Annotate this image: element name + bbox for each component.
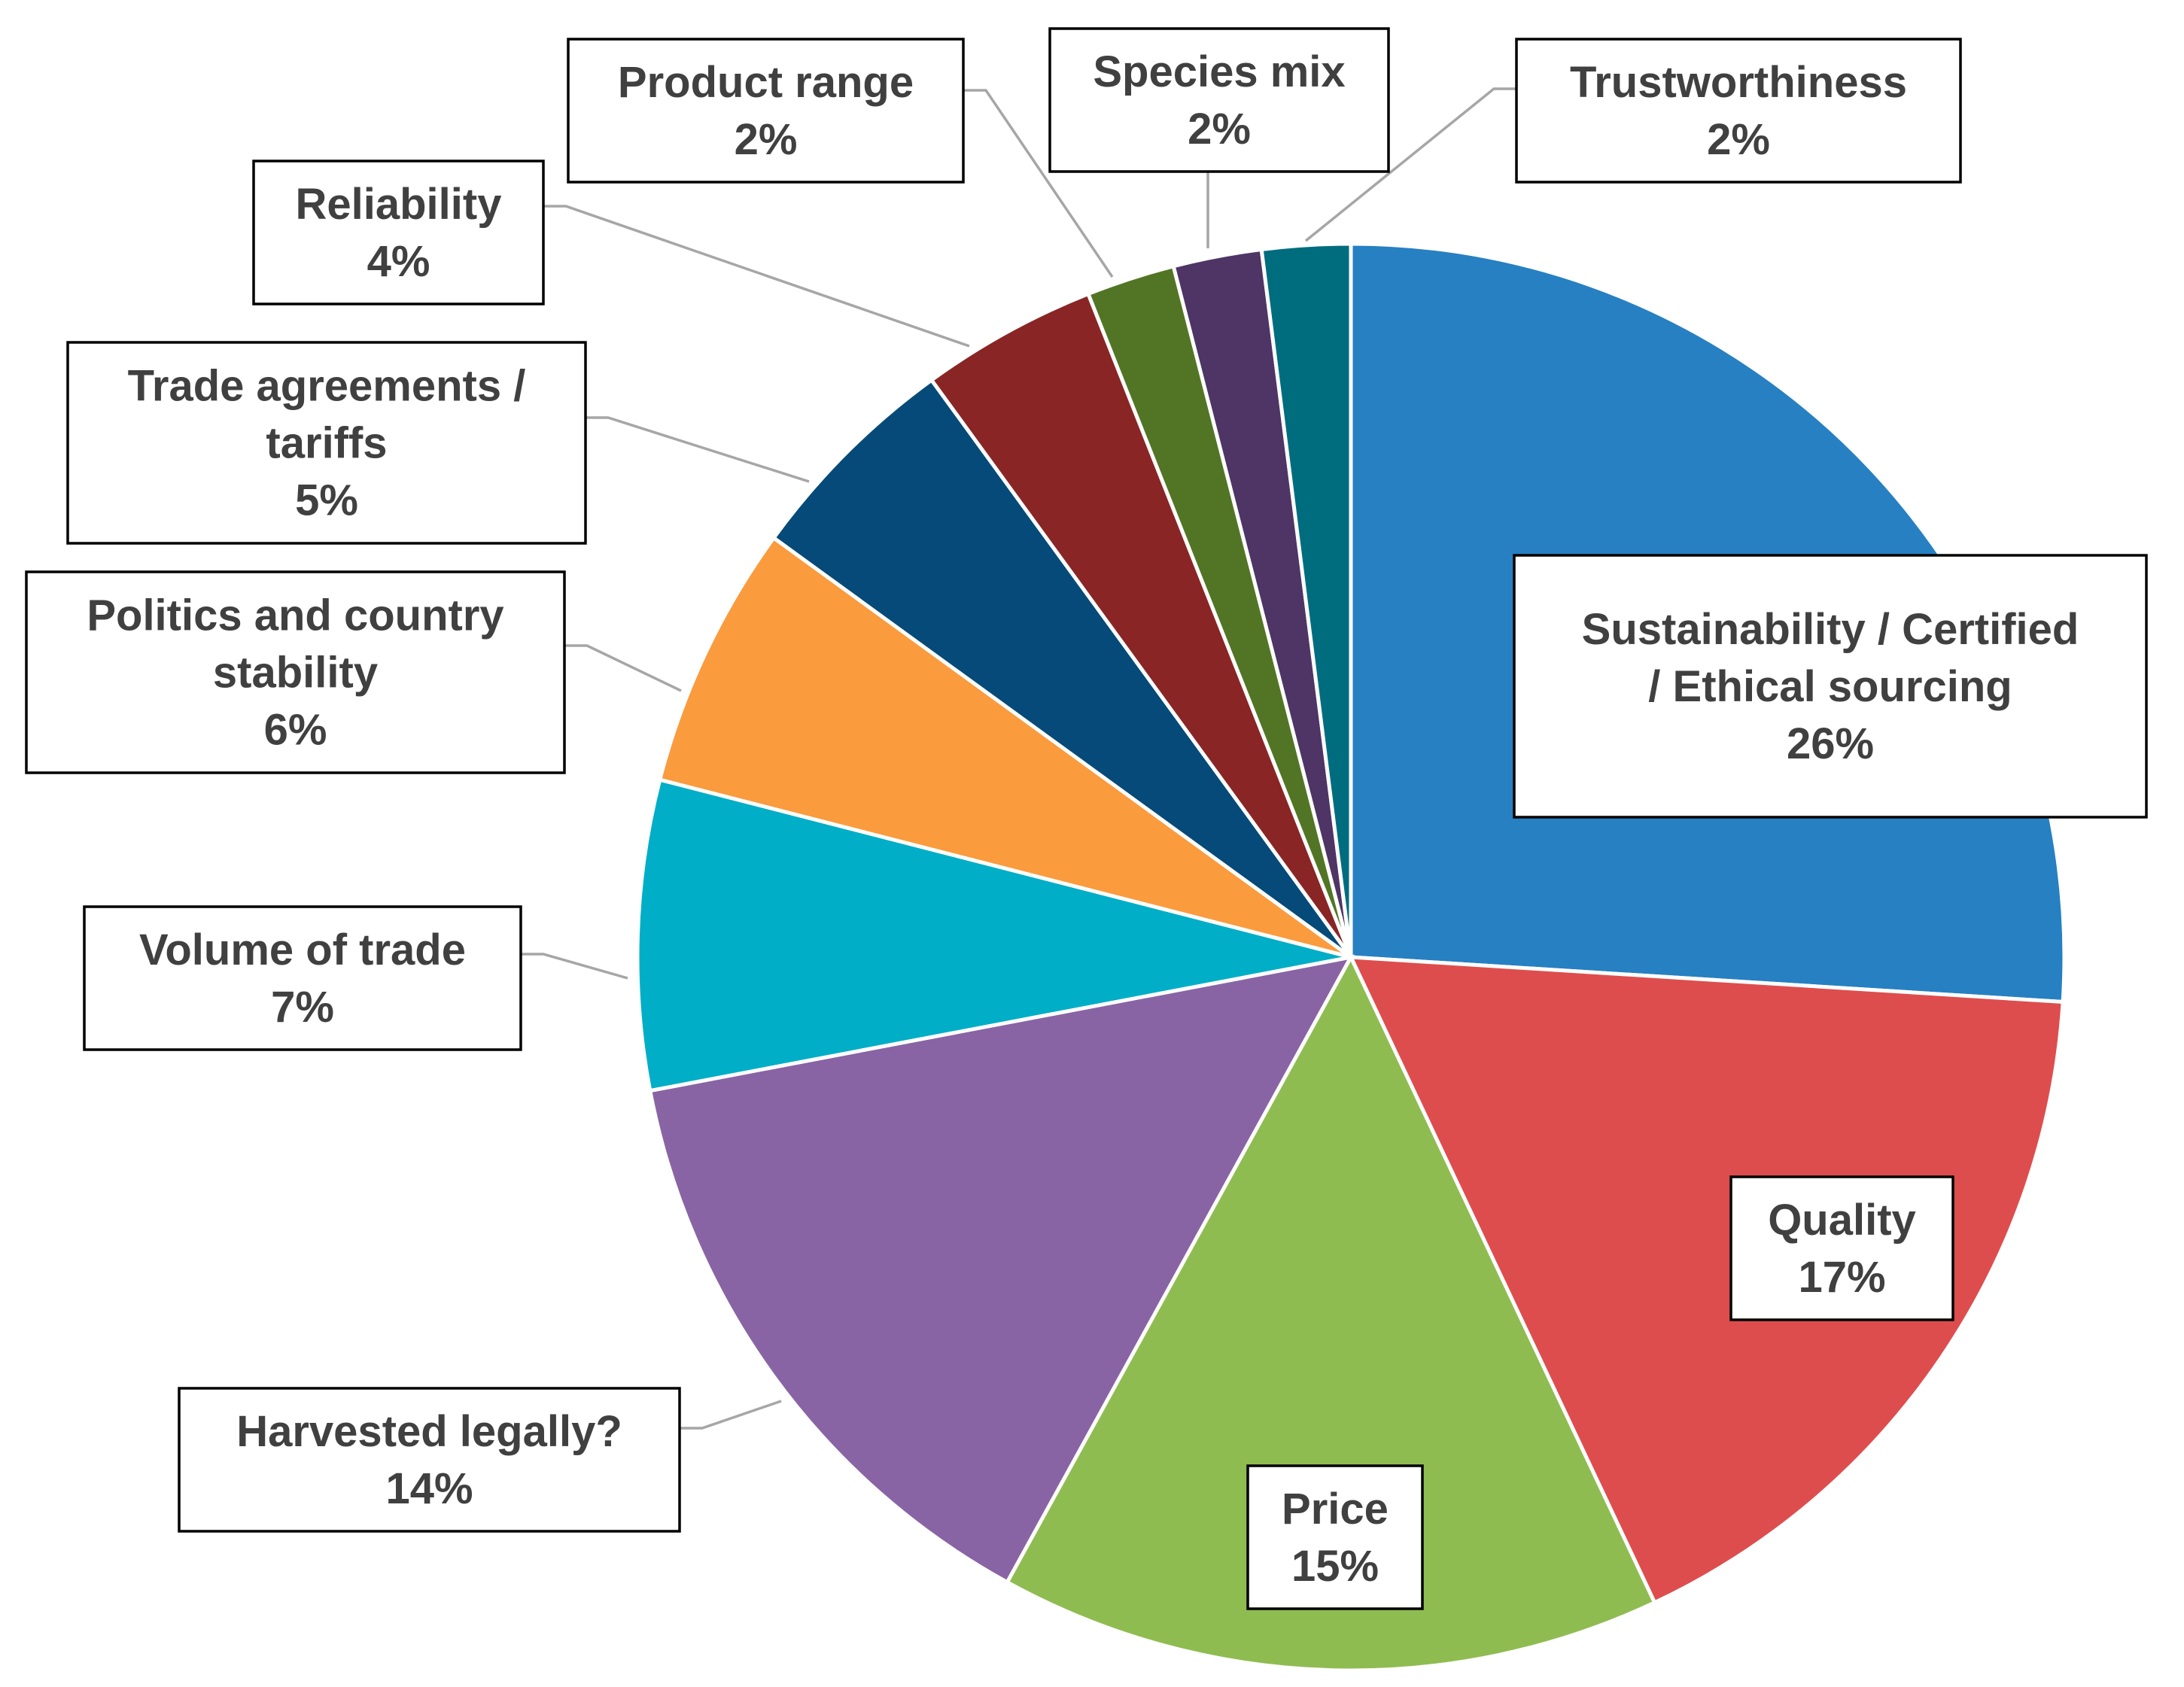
data-label: Quality 17% bbox=[1729, 1175, 1954, 1321]
data-label-value: 2% bbox=[1707, 115, 1770, 164]
leader-line bbox=[963, 89, 1114, 278]
data-label-value: 2% bbox=[735, 115, 798, 164]
pie-slice-quality bbox=[1347, 955, 2065, 1606]
leader-line bbox=[543, 205, 970, 348]
pie-slice-volume-of-trade bbox=[635, 777, 1352, 1093]
data-label-category: Trade agreements / bbox=[128, 362, 526, 411]
data-label-category: Reliability bbox=[296, 180, 502, 229]
data-label-value: 17% bbox=[1798, 1253, 1885, 1302]
pie-slice-harvested-legally bbox=[647, 954, 1355, 1585]
data-label: Reliability 4% bbox=[252, 160, 545, 305]
data-label-box bbox=[25, 570, 566, 774]
data-label-category: Species mix bbox=[1093, 47, 1345, 96]
leader-line bbox=[564, 644, 682, 692]
data-label: Trade agreements / tariffs 5% bbox=[66, 341, 587, 545]
data-label-value: 4% bbox=[367, 237, 430, 286]
data-label-box bbox=[83, 905, 522, 1051]
data-label-category: Product range bbox=[618, 58, 914, 107]
data-label-category: tariffs bbox=[266, 419, 387, 468]
leader-line bbox=[1304, 87, 1516, 242]
data-label-category: Sustainability / Certified bbox=[1582, 605, 2079, 654]
pie-slice-price bbox=[1004, 953, 1657, 1673]
data-label-value: 6% bbox=[264, 706, 327, 755]
data-label-box bbox=[1246, 1464, 1424, 1610]
leader-lines-layer bbox=[521, 87, 1516, 1430]
data-label-category: Politics and country bbox=[87, 591, 503, 640]
data-label-box bbox=[178, 1387, 681, 1533]
data-label: Product range 2% bbox=[567, 38, 965, 184]
pie-slice-reliability bbox=[929, 291, 1353, 959]
data-label-box bbox=[1048, 27, 1390, 173]
data-label-category: Price bbox=[1282, 1485, 1389, 1533]
data-label: Volume of trade 7% bbox=[83, 905, 522, 1051]
data-label: Politics and country stability 6% bbox=[25, 570, 566, 774]
data-label-box bbox=[567, 38, 965, 184]
data-label-box bbox=[1729, 1175, 1954, 1321]
data-label-category: Volume of trade bbox=[139, 926, 466, 974]
data-labels-layer: Sustainability / Certified / Ethical sour… bbox=[25, 27, 2148, 1610]
data-label: Sustainability / Certified / Ethical sour… bbox=[1513, 554, 2148, 819]
slices-layer bbox=[635, 242, 2067, 1673]
data-label: Price 15% bbox=[1246, 1464, 1424, 1610]
pie-slice-trustworthiness bbox=[1259, 242, 1353, 958]
pie-slice-politics-and-country-stability bbox=[657, 535, 1352, 959]
data-label-category: / Ethical sourcing bbox=[1648, 662, 2012, 711]
data-label: Harvested legally? 14% bbox=[178, 1387, 681, 1533]
data-label: Species mix 2% bbox=[1048, 27, 1390, 173]
data-label-value: 26% bbox=[1787, 719, 1874, 768]
data-label-box bbox=[252, 160, 545, 305]
leader-line bbox=[521, 953, 628, 980]
leader-line bbox=[680, 1400, 782, 1430]
data-label-box bbox=[1513, 554, 2148, 819]
data-label: Trustworthiness 2% bbox=[1515, 38, 1962, 184]
leader-line bbox=[586, 416, 810, 483]
data-label-value: 7% bbox=[271, 983, 334, 1032]
pie-slice-trade-agreements-tariffs bbox=[771, 377, 1353, 959]
data-label-value: 14% bbox=[385, 1464, 473, 1513]
data-label-value: 2% bbox=[1188, 105, 1251, 154]
data-label-category: Quality bbox=[1768, 1196, 1916, 1245]
data-label-box bbox=[66, 341, 587, 545]
data-label-category: Harvested legally? bbox=[236, 1407, 622, 1456]
data-label-value: 5% bbox=[295, 476, 358, 525]
data-label-category: stability bbox=[213, 649, 378, 698]
data-label-category: Trustworthiness bbox=[1570, 58, 1907, 107]
data-label-box bbox=[1515, 38, 1962, 184]
data-label-value: 15% bbox=[1291, 1542, 1379, 1591]
